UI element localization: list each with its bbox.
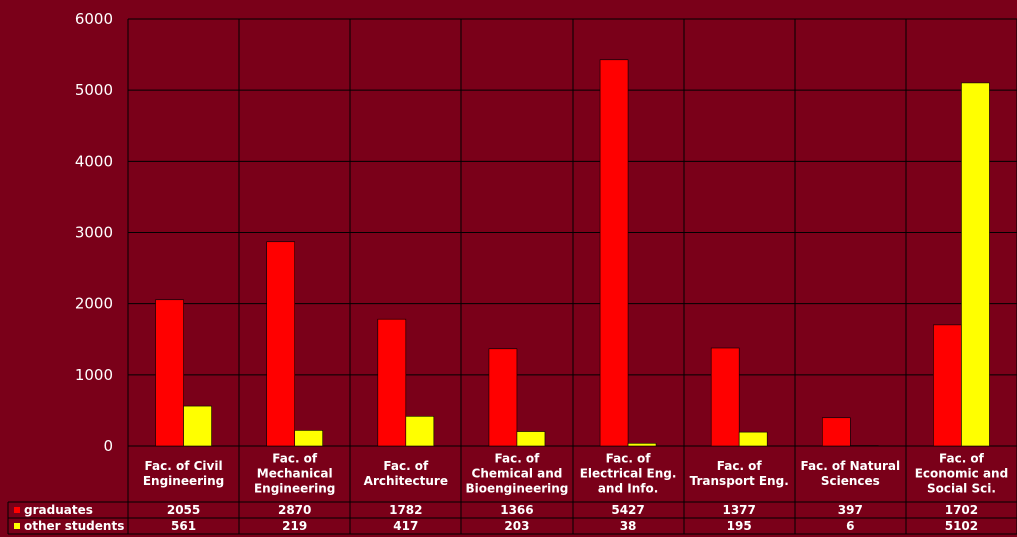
bar-graduates-6: [822, 417, 851, 447]
grid-lines: [127, 18, 1017, 447]
category-label: Fac. of Natural: [800, 459, 900, 473]
category-label: Engineering: [254, 482, 335, 496]
legend-label: graduates: [24, 503, 93, 517]
category-label: Chemical and: [472, 467, 563, 481]
data-label: 5102: [945, 519, 978, 533]
legend-key-graduates: [14, 507, 20, 513]
category-label: Fac. of: [606, 452, 652, 466]
bar-graduates-0: [155, 299, 184, 447]
category-label: Social Sci.: [927, 482, 996, 496]
y-axis: 0 1000 2000 3000 4000 5000 6000: [75, 10, 113, 455]
category-label: Fac. of Civil: [145, 459, 223, 473]
bar-other-students-7: [961, 82, 990, 447]
data-label: 38: [620, 519, 637, 533]
bar-other-students-1: [294, 430, 323, 447]
data-label: 5427: [611, 503, 644, 517]
legend-key-other-students: [14, 523, 20, 529]
category-label: Architecture: [364, 474, 448, 488]
bar-other-students-0: [183, 405, 212, 447]
y-tick-label: 0: [103, 437, 113, 455]
bar-other-students-2: [405, 416, 435, 447]
category-label: Fac. of: [939, 452, 985, 466]
data-table: graduates 2055 2870 1782 1366 5427 1377 397 1702…: [7, 446, 1017, 535]
data-label: 6: [846, 519, 854, 533]
bar-graduates-1: [266, 241, 295, 447]
data-label: 1377: [722, 503, 755, 517]
data-label: 1782: [389, 503, 422, 517]
legend-label: other students: [24, 519, 124, 533]
bar-graduates-2: [377, 318, 407, 447]
category-label: Mechanical: [257, 467, 333, 481]
data-label: 2055: [167, 503, 200, 517]
category-label: Fac. of: [494, 452, 540, 466]
y-tick-label: 2000: [75, 295, 113, 313]
category-label: Bioengineering: [466, 482, 569, 496]
y-tick-label: 6000: [75, 10, 113, 28]
y-tick-label: 1000: [75, 366, 113, 384]
bar-graduates-7: [933, 324, 962, 447]
bar-graduates-5: [710, 347, 740, 447]
data-label: 561: [171, 519, 196, 533]
bar-other-students-3: [516, 431, 546, 447]
category-label: Engineering: [143, 474, 224, 488]
category-label: Sciences: [821, 474, 880, 488]
bar-other-students-5: [738, 431, 768, 447]
category-label: Transport Eng.: [690, 474, 789, 488]
category-label: Economic and: [915, 467, 1008, 481]
bar-other-students-4: [627, 442, 657, 447]
data-label: 397: [838, 503, 863, 517]
data-label: 1702: [945, 503, 978, 517]
data-label: 219: [282, 519, 307, 533]
y-tick-label: 5000: [75, 81, 113, 99]
bar-graduates-3: [488, 348, 518, 447]
data-label: 2870: [278, 503, 311, 517]
bars: [155, 59, 990, 447]
data-label: 417: [393, 519, 418, 533]
data-label: 203: [504, 519, 529, 533]
bar-graduates-4: [599, 59, 629, 447]
category-label: and Info.: [598, 482, 658, 496]
data-label: 195: [727, 519, 752, 533]
category-label: Fac. of: [383, 459, 429, 473]
data-label: 1366: [500, 503, 533, 517]
category-label: Fac. of: [717, 459, 763, 473]
category-label: Fac. of: [272, 452, 318, 466]
y-tick-label: 3000: [75, 224, 113, 242]
y-tick-label: 4000: [75, 152, 113, 170]
category-label: Electrical Eng.: [580, 467, 677, 481]
